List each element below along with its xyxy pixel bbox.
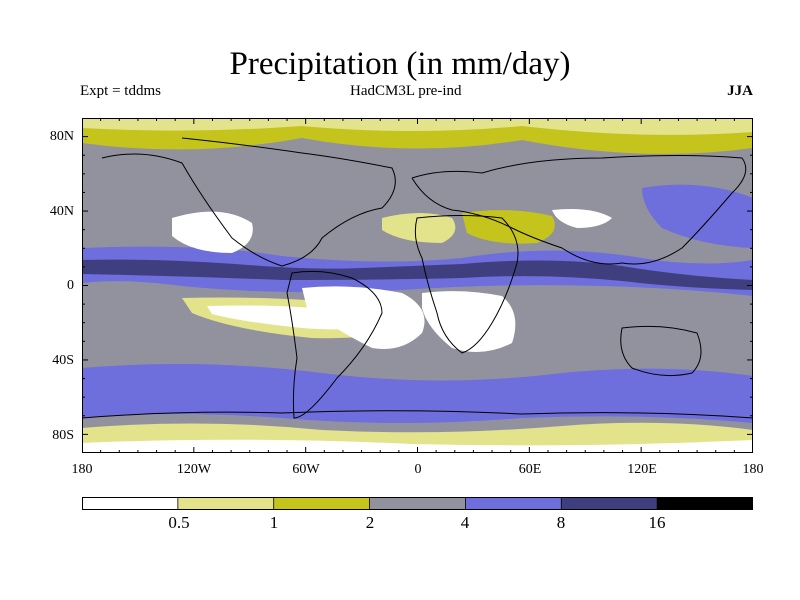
colorbar-swatch-3 (369, 497, 466, 510)
lon-label-180w: 180 (71, 462, 93, 477)
experiment-label: Expt = tddms (80, 83, 161, 99)
lat-label-80s: 80S (52, 428, 74, 443)
africa-dry (422, 291, 516, 352)
australia-coast (620, 325, 702, 377)
colorbar-label-1: 1 (269, 513, 279, 532)
lat-label-40s: 40S (52, 353, 74, 368)
north-atlantic-dry (382, 213, 456, 243)
southern-ocean-wet (82, 364, 753, 423)
lon-label-120e: 120E (627, 462, 657, 477)
model-label: HadCM3L pre-ind (350, 83, 462, 99)
colorbar-swatch-5 (561, 497, 658, 510)
africa-coast (414, 215, 519, 354)
colorbar-swatch-2 (273, 497, 371, 510)
colorbar-swatch-6 (657, 497, 753, 510)
lon-label-60e: 60E (518, 462, 542, 477)
lon-label-60w: 60W (292, 462, 320, 477)
north-america-coast (101, 137, 396, 267)
colorbar-label-0: 0.5 (168, 513, 190, 532)
arabia-dry (552, 209, 612, 228)
lon-label-0: 0 (414, 462, 422, 477)
lon-label-180e: 180 (742, 462, 764, 477)
precipitation-map (82, 118, 753, 453)
lon-label-120w: 120W (176, 462, 212, 477)
lat-label-eq: 0 (67, 278, 74, 293)
antarctica-coast (82, 410, 753, 419)
colorbar (82, 497, 753, 510)
itcz-core (82, 259, 753, 290)
coastlines (82, 137, 753, 419)
north-pacific-dry (172, 211, 253, 253)
colorbar-frame (82, 497, 753, 510)
colorbar-swatch-1 (177, 497, 275, 510)
precipitation-fields (82, 118, 753, 453)
colorbar-swatch-4 (465, 497, 562, 510)
north-polar-dry (82, 118, 753, 135)
chart-title: Precipitation (in mm/day) (229, 46, 571, 82)
colorbar-label-3: 4 (460, 513, 470, 532)
season-label: JJA (727, 83, 753, 99)
lat-label-80n: 80N (49, 129, 74, 144)
lat-label-40n: 40N (49, 204, 74, 219)
colorbar-label-2: 2 (365, 513, 375, 532)
antarctic-interior (82, 439, 753, 453)
colorbar-label-4: 8 (556, 513, 566, 532)
south-america-coast (286, 270, 383, 419)
sahara-dry (462, 210, 555, 244)
colorbar-label-5: 16 (648, 513, 666, 532)
south-america-dry (302, 286, 425, 349)
colorbar-swatch-0 (82, 497, 179, 510)
